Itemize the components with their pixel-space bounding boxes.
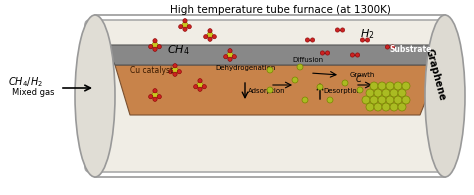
Circle shape: [366, 103, 374, 111]
Circle shape: [169, 70, 173, 74]
Polygon shape: [115, 65, 440, 115]
Circle shape: [398, 89, 406, 97]
Circle shape: [179, 25, 183, 29]
Circle shape: [374, 89, 382, 97]
Circle shape: [391, 45, 395, 49]
Circle shape: [398, 103, 406, 111]
Circle shape: [292, 77, 298, 83]
Circle shape: [357, 87, 363, 93]
Circle shape: [326, 51, 330, 55]
Text: Desorption: Desorption: [323, 88, 361, 94]
Circle shape: [390, 103, 398, 111]
Circle shape: [374, 103, 382, 111]
Circle shape: [370, 82, 378, 90]
Text: Diffusion: Diffusion: [292, 57, 323, 63]
Circle shape: [386, 82, 394, 90]
Circle shape: [342, 80, 348, 86]
Circle shape: [386, 96, 394, 104]
Polygon shape: [105, 45, 455, 65]
Circle shape: [149, 45, 153, 49]
Circle shape: [310, 38, 315, 42]
Text: Adsorption: Adsorption: [248, 88, 286, 94]
Circle shape: [390, 89, 398, 97]
Circle shape: [232, 55, 237, 59]
Circle shape: [267, 67, 273, 73]
Circle shape: [356, 53, 360, 57]
Circle shape: [183, 27, 187, 31]
Circle shape: [394, 96, 402, 104]
Circle shape: [350, 53, 355, 57]
Circle shape: [340, 28, 345, 32]
Circle shape: [227, 52, 233, 58]
Ellipse shape: [75, 15, 115, 177]
Circle shape: [152, 92, 158, 98]
Circle shape: [382, 103, 390, 111]
Circle shape: [172, 67, 178, 73]
Circle shape: [267, 87, 273, 93]
Circle shape: [153, 47, 157, 51]
Text: Growth: Growth: [350, 72, 375, 78]
Circle shape: [187, 25, 191, 29]
Circle shape: [317, 84, 323, 90]
Circle shape: [228, 49, 232, 53]
Circle shape: [402, 82, 410, 90]
Circle shape: [320, 51, 325, 55]
Circle shape: [197, 82, 203, 88]
Text: High temperature tube furnace (at 1300K): High temperature tube furnace (at 1300K): [170, 5, 391, 15]
Text: Mixed gas: Mixed gas: [12, 88, 55, 97]
Circle shape: [177, 70, 182, 74]
Text: $CH_4$: $CH_4$: [167, 43, 190, 57]
Text: $CH_4/H_2$: $CH_4/H_2$: [8, 75, 43, 89]
Circle shape: [402, 96, 410, 104]
Circle shape: [302, 97, 308, 103]
Circle shape: [365, 38, 370, 42]
Circle shape: [362, 96, 370, 104]
Text: Graphene: Graphene: [423, 48, 447, 102]
Circle shape: [378, 82, 386, 90]
Circle shape: [157, 45, 161, 49]
Circle shape: [207, 32, 213, 38]
Circle shape: [153, 97, 157, 101]
Circle shape: [327, 97, 333, 103]
Text: Cu catalyst: Cu catalyst: [130, 66, 173, 75]
Circle shape: [152, 42, 158, 48]
Circle shape: [208, 29, 212, 33]
Text: $H_2$: $H_2$: [360, 27, 374, 41]
Circle shape: [394, 82, 402, 90]
Circle shape: [173, 64, 177, 68]
Circle shape: [198, 79, 202, 83]
Circle shape: [360, 38, 365, 42]
Circle shape: [157, 95, 161, 99]
Circle shape: [198, 87, 202, 91]
Circle shape: [204, 35, 208, 39]
Circle shape: [228, 57, 232, 61]
Text: Substrate: Substrate: [390, 45, 432, 54]
Circle shape: [305, 38, 310, 42]
Circle shape: [385, 45, 390, 49]
Circle shape: [335, 28, 339, 32]
Circle shape: [173, 72, 177, 76]
Circle shape: [208, 37, 212, 41]
Circle shape: [182, 22, 188, 28]
Circle shape: [193, 85, 198, 89]
Circle shape: [224, 55, 228, 59]
Text: Dehydrogenation: Dehydrogenation: [215, 65, 275, 71]
Circle shape: [382, 89, 390, 97]
Circle shape: [149, 95, 153, 99]
Circle shape: [370, 96, 378, 104]
Circle shape: [202, 85, 206, 89]
Circle shape: [378, 96, 386, 104]
Circle shape: [183, 19, 187, 23]
Circle shape: [153, 39, 157, 43]
Circle shape: [153, 89, 157, 93]
Text: $C$: $C$: [355, 73, 363, 84]
FancyBboxPatch shape: [85, 20, 445, 172]
Circle shape: [366, 89, 374, 97]
Circle shape: [212, 35, 216, 39]
Circle shape: [297, 64, 303, 70]
Ellipse shape: [425, 15, 465, 177]
